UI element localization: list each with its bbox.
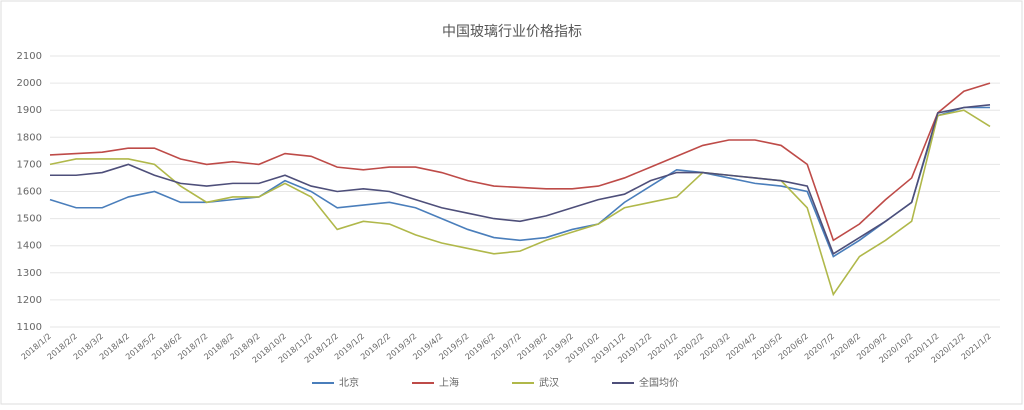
series-line <box>49 109 991 297</box>
y-tick-label: 1800 <box>17 132 42 143</box>
y-tick-label: 1900 <box>17 105 42 116</box>
legend-label: 全国均价 <box>639 376 679 389</box>
y-tick-label: 1600 <box>17 187 42 198</box>
legend-label: 北京 <box>339 376 359 389</box>
chart-title: 中国玻璃行业价格指标 <box>442 23 582 40</box>
y-tick-label: 1200 <box>17 295 42 306</box>
y-tick-label: 2100 <box>17 51 42 62</box>
y-tick-label: 2000 <box>17 78 42 89</box>
y-tick-label: 1100 <box>17 322 42 333</box>
legend-label: 上海 <box>439 376 459 389</box>
series-line <box>50 103 991 256</box>
y-tick-label: 1400 <box>17 241 42 252</box>
y-tick-label: 1500 <box>17 214 42 225</box>
y-tick-label: 1300 <box>17 268 42 279</box>
y-tick-label: 1700 <box>17 159 42 170</box>
legend-label: 武汉 <box>539 376 559 389</box>
series-line <box>49 82 991 242</box>
